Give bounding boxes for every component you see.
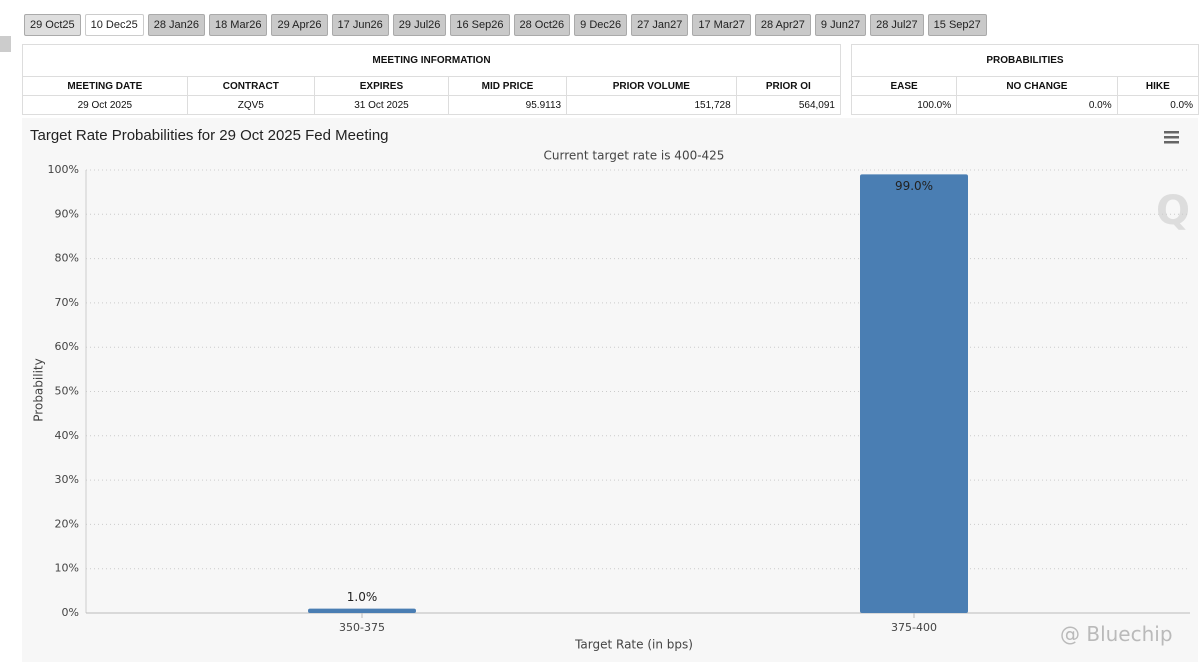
date-tab[interactable]: 28 Jan26	[147, 14, 205, 36]
date-tab[interactable]: 16 Sep26	[450, 14, 510, 36]
y-tick-label: 40%	[55, 429, 79, 442]
column-header: PRIOR OI	[735, 76, 842, 96]
y-tick-label: 60%	[55, 340, 79, 353]
date-tab[interactable]: 9 Dec26	[574, 14, 628, 36]
y-tick-label: 70%	[55, 296, 79, 309]
chart-subtitle: Current target rate is 400-425	[544, 149, 725, 163]
table-title: PROBABILITIES	[851, 44, 1199, 77]
date-tab[interactable]: 9 Jun27	[814, 14, 867, 36]
date-tab[interactable]: 29 Apr26	[271, 14, 328, 36]
date-tab[interactable]: 28 Oct26	[513, 14, 571, 36]
column-header: MID PRICE	[447, 76, 568, 96]
cell: 0.0%	[956, 95, 1118, 115]
date-tab[interactable]: 17 Jun26	[331, 14, 389, 36]
column-header: PRIOR VOLUME	[566, 76, 737, 96]
date-tab[interactable]: 28 Apr27	[754, 14, 811, 36]
column-header: MEETING DATE	[22, 76, 188, 96]
chart-title: Target Rate Probabilities for 29 Oct 202…	[30, 127, 389, 144]
bar	[860, 174, 968, 613]
data-label: 1.0%	[347, 590, 378, 604]
column-header: NO CHANGE	[956, 76, 1118, 96]
cell: 100.0%	[850, 95, 958, 115]
logo: Q	[1156, 188, 1190, 234]
y-tick-label: 100%	[48, 163, 79, 176]
meeting-table: MEETING INFORMATION MEETING DATE CONTRACT E…	[22, 44, 842, 115]
y-tick-label: 90%	[55, 207, 79, 220]
x-tick-label: 350-375	[339, 621, 385, 634]
tab-bar: 29 Oct25 10 Dec25 28 Jan26 18 Mar26 29 Apr26…	[24, 14, 987, 36]
cell: 151,728	[566, 95, 737, 115]
x-tick-label: 375-400	[891, 621, 937, 634]
cell: 31 Oct 2025	[313, 95, 449, 115]
data-label: 99.0%	[895, 179, 933, 193]
y-tick-label: 20%	[55, 517, 79, 530]
probabilities-table: PROBABILITIES EASE NO CHANGE HIKE 100.0% 0.0%…	[850, 44, 1200, 115]
date-tab[interactable]: 17 Mar27	[692, 14, 751, 36]
x-axis-label: Target Rate (in bps)	[574, 638, 693, 652]
date-tab[interactable]: 29 Jul26	[392, 14, 447, 36]
date-tab[interactable]: 29 Oct25	[24, 14, 81, 36]
date-tab[interactable]: 15 Sep27	[927, 14, 987, 36]
date-tab[interactable]: 27 Jan27	[631, 14, 689, 36]
date-tab[interactable]: 10 Dec25	[84, 14, 144, 36]
cell: 95.9113	[447, 95, 568, 115]
watermark: @ Bluechip	[1060, 622, 1173, 646]
date-tab[interactable]: 18 Mar26	[209, 14, 268, 36]
data-row: 100.0% 0.0% 0.0%	[850, 95, 1200, 115]
header-row: EASE NO CHANGE HIKE	[850, 76, 1200, 96]
cell: 564,091	[735, 95, 842, 115]
cell: ZQV5	[186, 95, 315, 115]
column-header: CONTRACT	[186, 76, 315, 96]
table-title: MEETING INFORMATION	[22, 44, 841, 77]
y-tick-label: 0%	[62, 606, 79, 619]
y-tick-label: 50%	[55, 385, 79, 398]
column-header: EXPIRES	[313, 76, 449, 96]
y-tick-label: 30%	[55, 473, 79, 486]
date-tab[interactable]: 28 Jul27	[870, 14, 924, 36]
data-row: 29 Oct 2025 ZQV5 31 Oct 2025 95.9113 151,728…	[22, 95, 842, 115]
cell: 29 Oct 2025	[22, 95, 188, 115]
header-row: MEETING DATE CONTRACT EXPIRES MID PRICE PRIO…	[22, 76, 842, 96]
side-handle[interactable]	[0, 36, 11, 52]
column-header: EASE	[850, 76, 958, 96]
chart: Target Rate Probabilities for 29 Oct 202…	[22, 118, 1198, 662]
y-axis-label: Probability	[32, 358, 46, 421]
bar	[308, 608, 416, 613]
y-tick-label: 10%	[55, 562, 79, 575]
y-tick-label: 80%	[55, 252, 79, 265]
menu-icon[interactable]	[1164, 131, 1179, 144]
title-row: PROBABILITIES	[851, 44, 1199, 77]
column-header: HIKE	[1116, 76, 1200, 96]
cell: 0.0%	[1116, 95, 1200, 115]
title-row: MEETING INFORMATION	[22, 44, 841, 77]
